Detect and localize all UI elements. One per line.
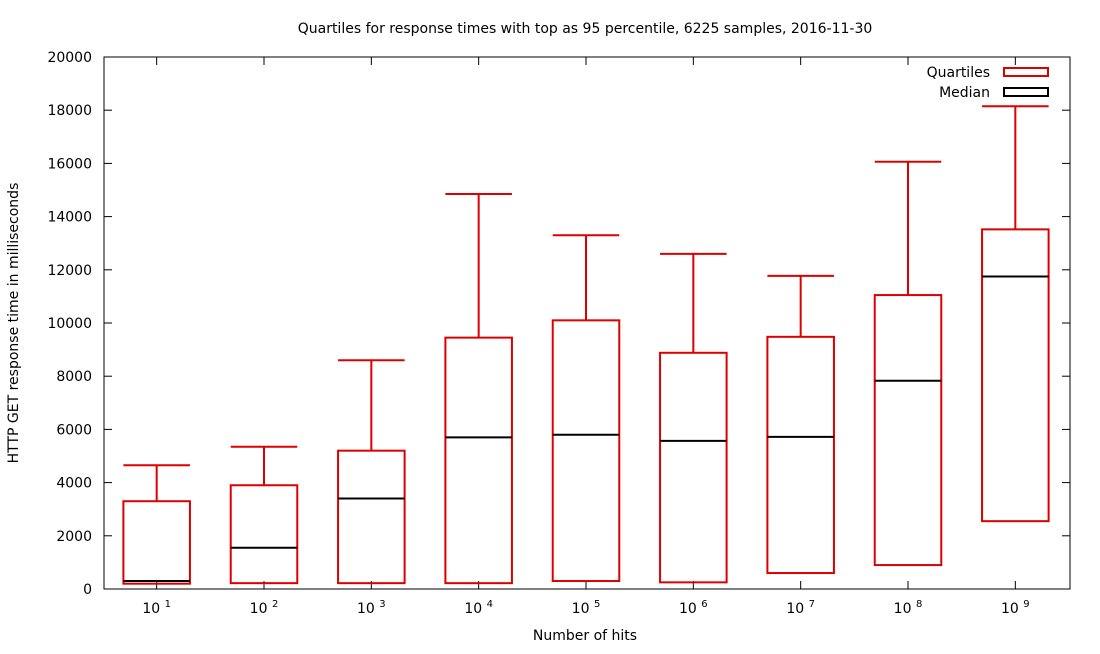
x-tick-base: 10 xyxy=(894,601,916,617)
x-axis: 10 1 10 2 10 3 10 4 10 5 10 6 10 7 10 8 10 9 xyxy=(142,57,1030,617)
y-tick-label: 8000 xyxy=(56,369,92,385)
y-tick-label: 6000 xyxy=(56,422,92,438)
x-tick-exponent: 7 xyxy=(809,599,815,610)
x-tick-label: 10 6 xyxy=(679,599,708,617)
x-tick-base: 10 xyxy=(1001,601,1023,617)
box-3 xyxy=(337,359,406,585)
plot-frame xyxy=(103,56,1071,590)
quartile-box xyxy=(659,351,728,584)
x-tick-label: 10 3 xyxy=(357,599,386,617)
y-tick-label: 16000 xyxy=(47,156,92,172)
y-tick-label: 0 xyxy=(83,582,92,598)
quartile-box xyxy=(873,294,943,567)
x-tick-exponent: 4 xyxy=(487,599,493,610)
y-tick-label: 20000 xyxy=(47,50,92,66)
x-tick-exponent: 3 xyxy=(379,599,385,610)
x-tick-label: 10 7 xyxy=(786,599,815,617)
box-1 xyxy=(122,464,191,585)
legend: Quartiles Median xyxy=(927,65,1049,101)
x-tick-base: 10 xyxy=(679,601,701,617)
box-8 xyxy=(873,160,943,567)
x-tick-label: 10 8 xyxy=(894,599,923,617)
box-5 xyxy=(551,234,621,583)
x-tick-base: 10 xyxy=(250,601,272,617)
quartile-box xyxy=(122,500,191,585)
box-6 xyxy=(659,252,728,584)
x-tick-exponent: 8 xyxy=(916,599,922,610)
quartile-box xyxy=(444,336,513,585)
legend-label: Quartiles xyxy=(927,65,990,81)
y-tick-label: 12000 xyxy=(47,263,92,279)
box-9 xyxy=(981,105,1050,523)
y-axis: 0 2000 4000 6000 8000 10000 12000 14000 16000 180… xyxy=(47,50,1070,598)
x-tick-exponent: 5 xyxy=(594,599,600,610)
legend-swatch xyxy=(1003,87,1049,97)
y-tick-label: 10000 xyxy=(47,316,92,332)
x-tick-label: 10 1 xyxy=(142,599,171,617)
x-tick-base: 10 xyxy=(572,601,594,617)
x-tick-base: 10 xyxy=(357,601,379,617)
quartile-box xyxy=(337,449,406,585)
x-tick-base: 10 xyxy=(786,601,808,617)
quartile-box xyxy=(766,335,835,575)
y-tick-label: 2000 xyxy=(56,529,92,545)
y-axis-title: HTTP GET response time in milliseconds xyxy=(6,183,22,464)
x-tick-base: 10 xyxy=(464,601,486,617)
x-tick-exponent: 9 xyxy=(1023,599,1029,610)
legend-swatch xyxy=(1003,67,1049,77)
y-tick-label: 4000 xyxy=(56,476,92,492)
x-tick-label: 10 2 xyxy=(250,599,279,617)
x-tick-exponent: 6 xyxy=(701,599,707,610)
quartile-box xyxy=(981,228,1050,523)
box-series xyxy=(122,105,1050,585)
y-tick-label: 18000 xyxy=(47,103,92,119)
box-2 xyxy=(229,445,299,585)
quartile-box xyxy=(551,319,621,583)
box-7 xyxy=(766,274,835,575)
quartile-box xyxy=(229,484,299,585)
y-tick-label: 14000 xyxy=(47,210,92,226)
x-tick-exponent: 2 xyxy=(272,599,278,610)
x-tick-base: 10 xyxy=(142,601,164,617)
x-tick-exponent: 1 xyxy=(165,599,171,610)
x-axis-title: Number of hits xyxy=(533,628,637,644)
legend-label: Median xyxy=(939,85,990,101)
chart-title: Quartiles for response times with top as… xyxy=(298,21,873,37)
box-4 xyxy=(444,192,513,585)
x-tick-label: 10 9 xyxy=(1001,599,1030,617)
x-tick-label: 10 5 xyxy=(572,599,601,617)
x-tick-label: 10 4 xyxy=(464,599,493,617)
